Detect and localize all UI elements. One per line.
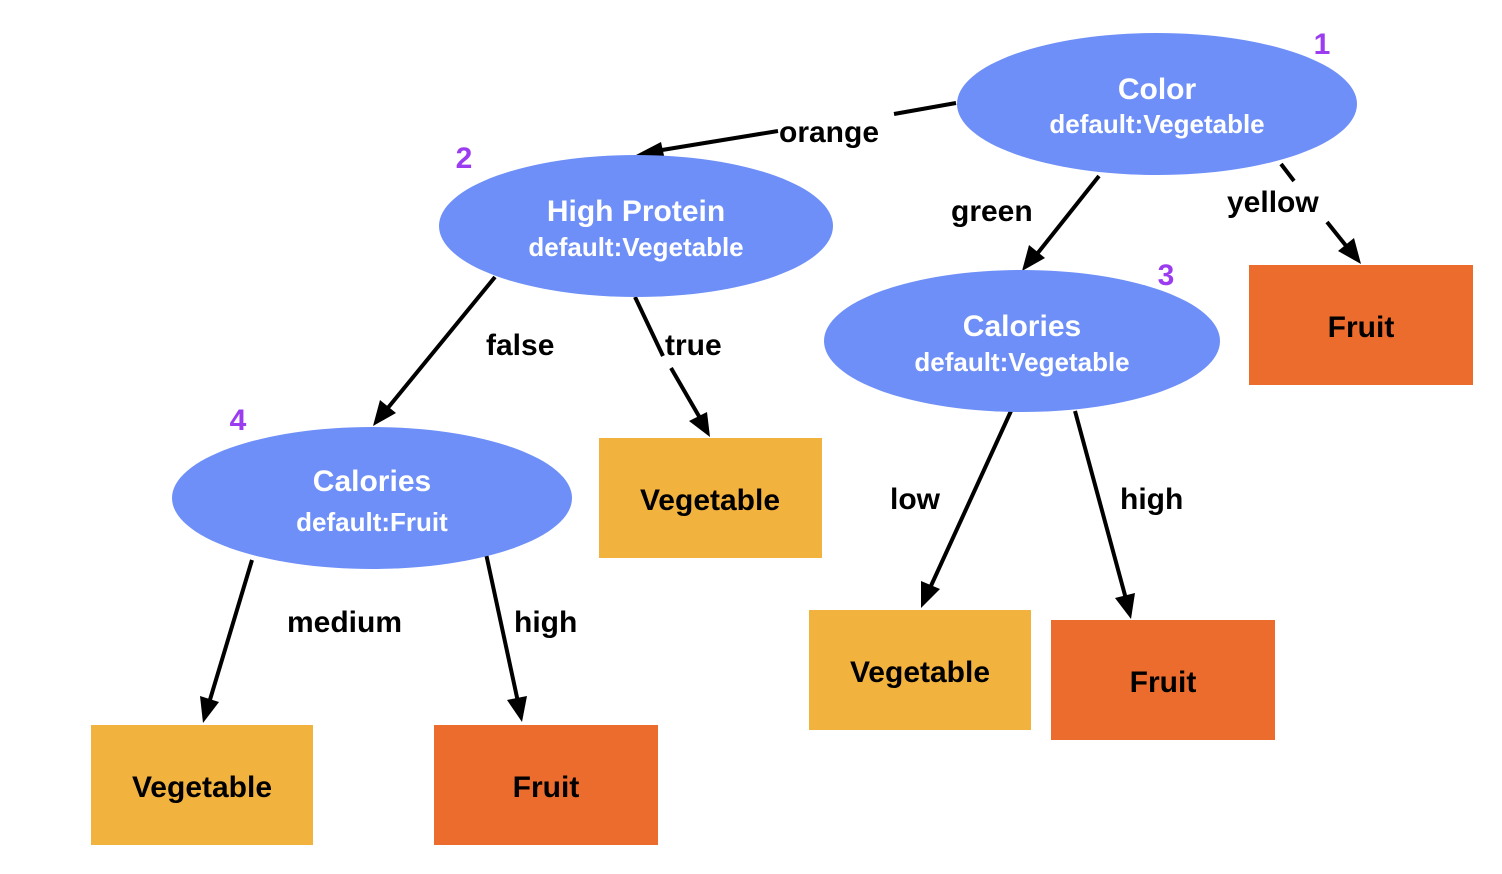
edge-label-false: false (486, 329, 554, 362)
edge-green-arrowhead (1022, 245, 1045, 271)
leaf-vegetable-medium-box (91, 725, 313, 845)
edge-label-orange: orange (779, 116, 879, 149)
decision-node-4-shape (172, 427, 572, 569)
decision-node-4-title: Calories (313, 465, 431, 498)
decision-node-1-default: default:Vegetable (1049, 109, 1264, 139)
decision-node-1-title: Color (1118, 73, 1197, 106)
decision-node-2-shape (439, 155, 833, 297)
leaf-nodes: Fruit Vegetable Vegetable Fruit Vegetabl… (91, 265, 1473, 845)
edge-label-medium: medium (287, 606, 402, 639)
edge-label-green: green (951, 195, 1033, 228)
leaf-fruit-yellow-box (1249, 265, 1473, 385)
edge-label-true: true (665, 329, 722, 362)
decision-nodes: Color default:Vegetable 1 High Protein d… (172, 28, 1357, 569)
leaf-fruit-yellow-label: Fruit (1328, 311, 1395, 344)
decision-node-1[interactable]: Color default:Vegetable 1 (957, 28, 1357, 175)
decision-node-3-shape (824, 270, 1220, 412)
leaf-vegetable-medium-label: Vegetable (132, 771, 272, 804)
edge-green: green (951, 174, 1101, 271)
leaf-vegetable-low-box (809, 610, 1031, 730)
edge-yellow: yellow (1227, 162, 1361, 264)
edge-label-high-3: high (1120, 483, 1183, 516)
edges: orange green yellow false true (200, 101, 1361, 723)
edge-low: low (890, 410, 1013, 608)
edge-false-arrowhead (373, 400, 396, 426)
leaf-fruit-high-4[interactable]: Fruit (434, 725, 658, 845)
decision-node-2-default: default:Vegetable (528, 232, 743, 262)
edge-false-line (385, 275, 497, 411)
edge-high-4-line (483, 548, 520, 703)
edge-medium: medium (200, 559, 402, 723)
leaf-fruit-high-4-label: Fruit (513, 771, 580, 804)
edge-true-line-upper (633, 296, 665, 357)
edge-orange: orange (636, 101, 957, 160)
leaf-fruit-high-3-label: Fruit (1130, 666, 1197, 699)
edge-medium-arrowhead (200, 696, 219, 723)
decision-node-3-default: default:Vegetable (914, 347, 1129, 377)
edge-low-arrowhead (921, 581, 940, 608)
leaf-vegetable-true-box (599, 438, 822, 558)
edge-high-3-arrowhead (1115, 593, 1135, 619)
leaf-fruit-high-4-box (434, 725, 658, 845)
leaf-vegetable-low[interactable]: Vegetable (809, 610, 1031, 730)
edge-high-4-arrowhead (507, 696, 527, 722)
decision-node-4-number: 4 (230, 404, 247, 437)
edge-yellow-line-upper (1279, 162, 1296, 183)
leaf-fruit-high-3[interactable]: Fruit (1051, 620, 1275, 740)
decision-node-1-shape (957, 33, 1357, 175)
leaf-vegetable-low-label: Vegetable (850, 656, 990, 689)
leaf-vegetable-true[interactable]: Vegetable (599, 438, 822, 558)
edge-low-line (928, 410, 1013, 589)
leaf-vegetable-true-label: Vegetable (640, 484, 780, 517)
edge-green-line (1035, 174, 1101, 256)
edge-true: true (633, 296, 722, 437)
edge-high-3: high (1073, 410, 1183, 619)
leaf-fruit-high-3-box (1051, 620, 1275, 740)
edge-label-yellow: yellow (1227, 186, 1319, 219)
edge-orange-line-upper (893, 101, 957, 116)
decision-node-2[interactable]: High Protein default:Vegetable 2 (439, 142, 833, 297)
edge-label-low: low (890, 483, 941, 516)
edge-true-arrowhead (689, 412, 710, 437)
decision-node-3-title: Calories (963, 310, 1081, 343)
leaf-fruit-yellow[interactable]: Fruit (1249, 265, 1473, 385)
edge-label-high-4: high (514, 606, 577, 639)
leaf-vegetable-medium[interactable]: Vegetable (91, 725, 313, 845)
edge-false: false (373, 275, 554, 426)
edge-medium-line (207, 559, 254, 704)
decision-node-3[interactable]: Calories default:Vegetable 3 (824, 259, 1220, 412)
edge-yellow-arrowhead (1338, 238, 1361, 264)
decision-node-2-number: 2 (456, 142, 473, 175)
edge-high-4: high (483, 548, 577, 722)
decision-node-3-number: 3 (1158, 259, 1175, 292)
edge-true-line-lower (669, 366, 702, 420)
decision-node-4[interactable]: Calories default:Fruit 4 (172, 404, 572, 569)
decision-node-4-default: default:Fruit (296, 507, 448, 537)
edge-high-3-line (1073, 410, 1128, 600)
decision-node-1-number: 1 (1314, 28, 1331, 61)
decision-node-2-title: High Protein (547, 195, 725, 228)
edge-orange-line-lower (661, 129, 779, 152)
edge-yellow-line-lower (1325, 220, 1349, 249)
